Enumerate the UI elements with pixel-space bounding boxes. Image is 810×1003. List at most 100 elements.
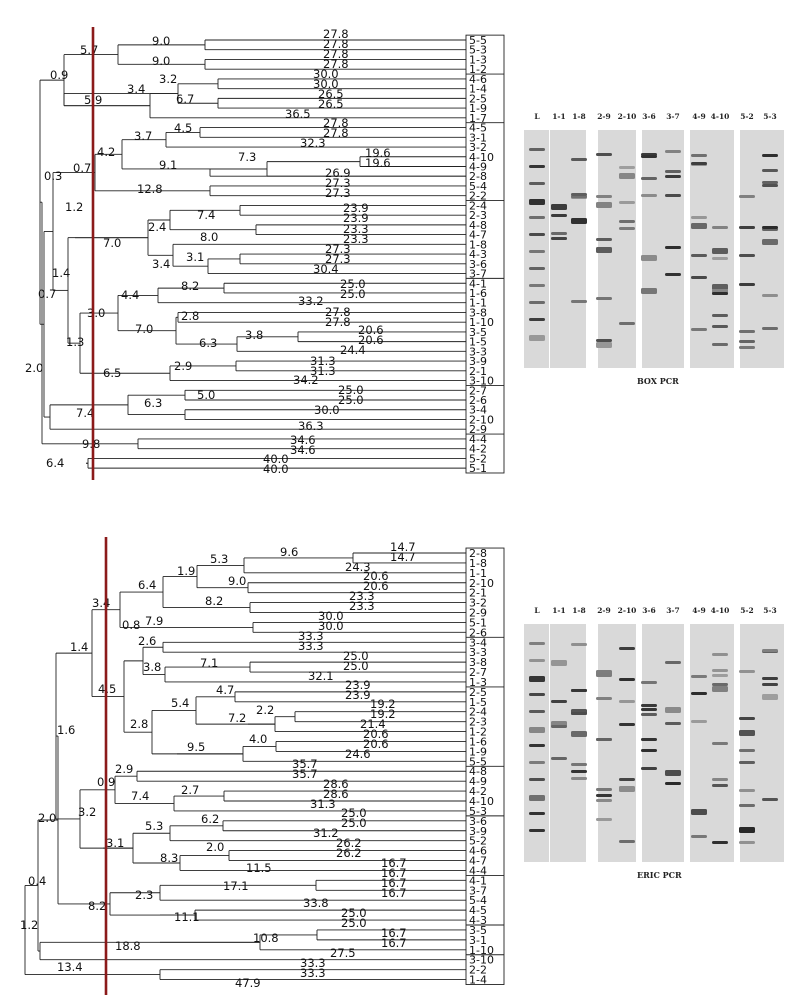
lane-label: 3-7 bbox=[666, 606, 680, 615]
gel-band bbox=[529, 727, 545, 733]
eric-tip-distance: 47.9 bbox=[235, 976, 261, 990]
box-node-distance: 8.2 bbox=[181, 279, 199, 293]
eric-node-distance: 5.3 bbox=[145, 819, 163, 833]
box-leaf-label: 2-7 bbox=[469, 384, 487, 397]
eric-leaf-label: 1-1 bbox=[469, 567, 487, 580]
gel-band bbox=[712, 248, 728, 255]
box-tip-distance: 26.5 bbox=[318, 97, 344, 111]
eric-tip-distance: 33.3 bbox=[300, 956, 326, 970]
lane-label: 2-10 bbox=[617, 606, 637, 615]
gel-band bbox=[739, 803, 755, 807]
eric-tip-distance: 30.0 bbox=[318, 609, 344, 623]
box-tip-distance: 30.0 bbox=[313, 77, 339, 91]
gel-band bbox=[665, 722, 681, 726]
box-node-distance: 3.7 bbox=[134, 129, 152, 143]
eric-leaf-label: 2-2 bbox=[469, 964, 487, 977]
lane-label: 4-9 bbox=[692, 606, 706, 615]
box-leaf-label: 5-3 bbox=[469, 44, 487, 57]
gel-band bbox=[551, 214, 567, 218]
box-tip-distance: 27.8 bbox=[323, 57, 349, 71]
box-tip-distance: 27.8 bbox=[323, 27, 349, 41]
eric-node-distance: 1.9 bbox=[177, 564, 195, 578]
gel-band bbox=[739, 339, 755, 343]
gel-band bbox=[762, 326, 778, 330]
eric-leaf-label: 2-7 bbox=[469, 666, 487, 679]
gel-band bbox=[712, 288, 728, 295]
eric-leaf-label: 2-3 bbox=[469, 716, 487, 729]
box-branch bbox=[63, 54, 150, 107]
gel-band bbox=[762, 677, 778, 681]
eric-tip-distance: 23.9 bbox=[345, 678, 371, 692]
eric-leaf-label: 4-10 bbox=[469, 795, 494, 808]
gel-band bbox=[641, 681, 657, 685]
box-tip-distance: 40.0 bbox=[263, 452, 289, 466]
box-tip-distance: 27.3 bbox=[325, 176, 351, 190]
eric-node-distance: 0.4 bbox=[28, 874, 46, 888]
box-node-distance: 7.0 bbox=[135, 322, 153, 336]
box-leaf-label: 3-7 bbox=[469, 268, 487, 281]
gel-band bbox=[691, 223, 707, 230]
eric-leaf-label: 2-6 bbox=[469, 626, 487, 639]
gel-band bbox=[551, 700, 567, 704]
eric-node-distance: 2.0 bbox=[206, 840, 224, 854]
gel-band bbox=[619, 699, 635, 703]
gel-panel bbox=[598, 624, 636, 862]
lane-label: 2-9 bbox=[597, 112, 611, 121]
box-node-distance: 4.2 bbox=[97, 145, 115, 159]
gel-band bbox=[619, 785, 635, 792]
eric-node-distance: 1.2 bbox=[20, 918, 38, 932]
box-node-distance: 9.0 bbox=[152, 54, 170, 68]
gel-band bbox=[529, 659, 545, 662]
eric-node-distance: 8.2 bbox=[205, 594, 223, 608]
eric-leaf-label: 1-10 bbox=[469, 944, 494, 957]
lane-label: 5-3 bbox=[763, 112, 777, 121]
eric-leaf-label: 5-5 bbox=[469, 755, 487, 768]
gel-band bbox=[619, 226, 635, 230]
eric-node-distance: 2.3 bbox=[135, 888, 153, 902]
gel-band bbox=[529, 148, 545, 151]
eric-tip-distance: 35.7 bbox=[292, 767, 318, 781]
box-branch bbox=[43, 231, 53, 418]
box-tip-distance: 27.8 bbox=[323, 47, 349, 61]
box-tip-distance: 27.8 bbox=[325, 305, 351, 319]
eric-tip-distance: 23.3 bbox=[349, 599, 375, 613]
eric-leaf-label: 1-9 bbox=[469, 745, 487, 758]
gel-band bbox=[571, 643, 587, 647]
eric-tip-distance: 25.0 bbox=[341, 916, 367, 930]
gel-band bbox=[619, 647, 635, 651]
gel-band bbox=[529, 250, 545, 253]
eric-tip-distance: 25.0 bbox=[341, 806, 367, 820]
lane-label: 1-1 bbox=[552, 606, 566, 615]
eric-tip-distance: 16.7 bbox=[381, 926, 407, 940]
box-branch bbox=[235, 360, 466, 372]
gel-band bbox=[529, 182, 545, 185]
gel-band bbox=[596, 152, 612, 156]
gel-band bbox=[529, 335, 545, 341]
gel-band bbox=[691, 808, 707, 815]
gel-band bbox=[641, 255, 657, 262]
eric-node-distance: 7.9 bbox=[145, 614, 163, 628]
box-node-distance: 3.0 bbox=[87, 306, 105, 320]
gel-band bbox=[712, 742, 728, 746]
gel-band bbox=[712, 257, 728, 261]
eric-node-distance: 9.0 bbox=[228, 574, 246, 588]
eric-leaf-label: 4-1 bbox=[469, 874, 487, 887]
box-node-distance: 7.4 bbox=[197, 208, 215, 222]
box-tip-distance: 24.4 bbox=[340, 343, 366, 357]
box-node-distance: 2.8 bbox=[181, 309, 199, 323]
lane-label: 4-10 bbox=[710, 606, 730, 615]
box-branch bbox=[177, 311, 466, 323]
box-tip-distance: 34.6 bbox=[290, 443, 316, 457]
box-leaf-label: 3-5 bbox=[469, 326, 487, 339]
eric-tip-distance: 28.6 bbox=[323, 787, 349, 801]
box-tip-distance: 26.9 bbox=[325, 166, 351, 180]
lane-label: 3-6 bbox=[642, 606, 656, 615]
box-tip-distance: 25.0 bbox=[338, 383, 364, 397]
eric-branch bbox=[24, 885, 160, 976]
box-leaf-label: 1-9 bbox=[469, 102, 487, 115]
box-node-distance: 3.2 bbox=[159, 72, 177, 86]
box-tip-distance: 40.0 bbox=[263, 462, 289, 476]
eric-tip-distance: 23.3 bbox=[349, 589, 375, 603]
box-tip-distance: 27.8 bbox=[323, 126, 349, 140]
eric-node-distance: 2.6 bbox=[138, 634, 156, 648]
